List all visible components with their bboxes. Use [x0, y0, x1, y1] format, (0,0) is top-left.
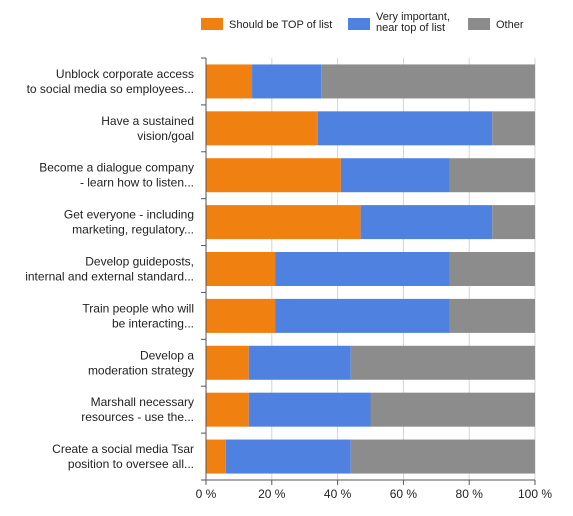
bar-segment-series-1-cat-7 — [248, 392, 371, 427]
legend-label: Other — [496, 19, 524, 31]
bar-segment-series-0-cat-5 — [206, 298, 276, 333]
x-tick-label: 100 % — [518, 487, 552, 501]
legend-label: Should be TOP of list — [229, 19, 332, 31]
bar-segment-series-0-cat-7 — [206, 392, 249, 427]
category-label: Marshall necessary — [91, 395, 194, 409]
legend-swatch — [468, 18, 490, 30]
bar-segment-series-2-cat-7 — [370, 392, 535, 427]
bar-segment-series-1-cat-4 — [275, 252, 450, 286]
bar-segment-series-0-cat-4 — [206, 252, 276, 286]
legend-swatch — [201, 18, 223, 30]
bar-segment-series-1-cat-8 — [225, 439, 351, 474]
category-label: marketing, regulatory... — [72, 223, 194, 237]
bar-segment-series-0-cat-6 — [206, 345, 249, 380]
category-label: Train people who will — [82, 301, 194, 315]
bar-segment-series-2-cat-4 — [449, 252, 535, 286]
category-label: position to oversee all... — [68, 457, 194, 471]
category-label: Have a sustained — [101, 114, 194, 128]
category-label: internal and external standard... — [25, 270, 194, 284]
category-label: to social media so employees... — [27, 82, 194, 96]
x-tick-label: 60 % — [390, 487, 418, 501]
axes — [201, 57, 536, 485]
x-tick-label: 0 % — [196, 487, 217, 501]
bar-segment-series-2-cat-2 — [449, 158, 535, 193]
bar-segment-series-0-cat-2 — [206, 158, 341, 193]
bar-segment-series-2-cat-3 — [492, 205, 535, 240]
bar-segment-series-2-cat-1 — [492, 111, 535, 146]
bar-segment-series-2-cat-0 — [321, 64, 535, 99]
legend-label: Very important, — [376, 11, 450, 23]
bar-segment-series-1-cat-0 — [252, 64, 322, 99]
bar-segment-series-2-cat-5 — [449, 298, 535, 333]
bar-segment-series-1-cat-1 — [317, 111, 493, 146]
category-label: vision/goal — [137, 129, 194, 143]
x-tick-labels: 0 % 20 % 40 % 60 % 80 % 100 % — [196, 487, 553, 501]
category-label: be interacting... — [112, 316, 194, 330]
category-label: Create a social media Tsar — [52, 442, 194, 456]
category-label: - learn how to listen... — [80, 176, 194, 190]
category-label: Unblock corporate access — [56, 67, 194, 81]
bar-segment-series-1-cat-2 — [340, 158, 450, 193]
legend-swatch — [348, 18, 370, 30]
bar-segment-series-0-cat-8 — [206, 439, 226, 474]
x-tick-label: 80 % — [456, 487, 484, 501]
legend: Should be TOP of list Very important,near… — [201, 11, 524, 34]
x-tick-label: 20 % — [258, 487, 286, 501]
bar-segment-series-2-cat-6 — [350, 345, 535, 380]
bar-segment-series-0-cat-0 — [206, 64, 253, 99]
bar-segment-series-1-cat-3 — [360, 205, 493, 240]
category-label: Become a dialogue company — [39, 161, 194, 175]
bar-segment-series-0-cat-3 — [206, 205, 361, 240]
bar-segment-series-0-cat-1 — [206, 111, 318, 146]
legend-label: near top of list — [376, 22, 445, 34]
x-tick-label: 40 % — [324, 487, 352, 501]
category-label: Develop a — [140, 348, 194, 362]
bar-segment-series-1-cat-6 — [248, 345, 351, 380]
category-label: moderation strategy — [88, 363, 194, 377]
category-label: resources - use the... — [81, 410, 194, 424]
bar-segment-series-2-cat-8 — [350, 439, 535, 474]
category-label: Get everyone - including — [64, 208, 194, 222]
bars — [206, 64, 535, 474]
bar-segment-series-1-cat-5 — [275, 298, 450, 333]
category-label: Develop guideposts, — [85, 255, 194, 269]
